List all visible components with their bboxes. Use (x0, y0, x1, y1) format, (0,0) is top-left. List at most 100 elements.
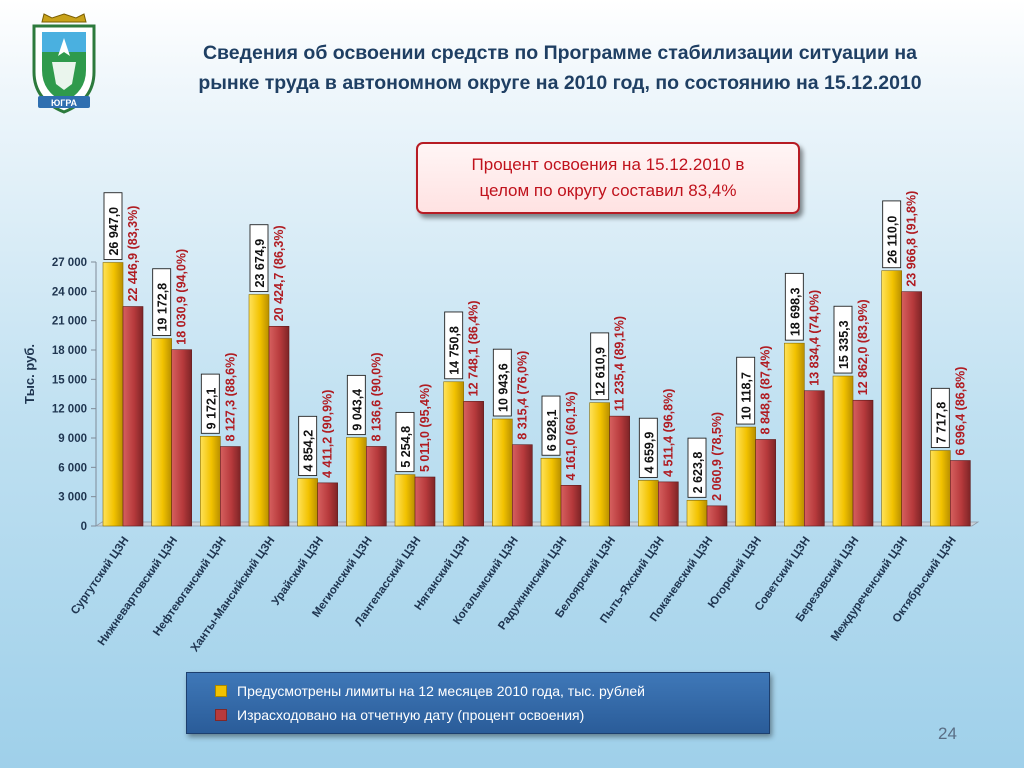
bar-spent (220, 446, 241, 527)
legend-swatch-planned (215, 685, 227, 697)
y-axis-label: Тыс. руб. (22, 344, 37, 404)
data-label-planned-text: 9 043,4 (350, 389, 364, 431)
bar-spent (706, 505, 728, 527)
data-label-planned: 26 110,0 (882, 200, 902, 269)
bar-planned (784, 342, 805, 527)
summary-callout-line-1: Процент освоения на 15.12.2010 в (471, 155, 745, 174)
category-label: Ханты-Мансийский ЦЗН (189, 535, 278, 654)
bar-planned (151, 338, 172, 527)
y-tick-label: 3 000 (58, 492, 87, 504)
data-label-box (200, 373, 220, 434)
legend-item-spent: Израсходовано на отчетную дату (процент … (215, 703, 769, 727)
data-label-box (103, 192, 123, 260)
bar-planned (102, 262, 124, 527)
bar-planned (248, 294, 270, 527)
data-label-spent: 8 315,4 (76,0%) (515, 351, 529, 440)
bar-spent (122, 306, 144, 527)
page-title-line-2: рынке труда в автономном округе на 2010 … (198, 72, 922, 94)
data-label-planned: 6 928,1 (541, 395, 561, 456)
summary-callout-line-2: целом по округу составил 83,4% (479, 181, 737, 200)
data-label-spent: 8 127,3 (88,6%) (223, 353, 237, 442)
data-label-planned-text: 6 928,1 (545, 410, 559, 452)
data-label-box (298, 415, 318, 476)
data-label-planned-text: 19 172,8 (156, 283, 170, 332)
data-label-planned: 14 750,8 (444, 311, 464, 380)
data-label-planned-text: 10 118,7 (740, 372, 754, 420)
y-tick-label: 12 000 (52, 404, 87, 416)
data-label-planned: 5 254,8 (395, 411, 415, 473)
data-label-box (833, 305, 853, 374)
bar-spent (560, 485, 582, 527)
data-label-planned: 4 854,2 (298, 415, 318, 476)
data-label-spent: 12 862,0 (83,9%) (856, 299, 870, 395)
y-tick-label: 27 000 (52, 257, 87, 269)
data-label-planned: 7 717,8 (930, 387, 950, 448)
data-label-planned-text: 14 750,8 (448, 326, 462, 375)
category-label: Урайский ЦЗН (270, 535, 326, 608)
category-label: Няганский ЦЗН (413, 535, 472, 613)
bar-spent (609, 415, 630, 527)
bar-planned (881, 270, 902, 527)
data-label-spent: 20 424,7 (86,3%) (272, 225, 286, 321)
y-tick-label: 9 000 (58, 433, 87, 445)
data-label-planned-text: 26 110,0 (886, 216, 900, 264)
bar-planned (832, 375, 854, 527)
data-label-planned-text: 10 943,6 (496, 363, 510, 412)
data-label-box (882, 200, 902, 269)
data-label-planned-text: 26 947,0 (107, 207, 121, 256)
bar-spent (268, 325, 290, 527)
data-label-box (249, 224, 269, 292)
bar-spent (755, 439, 776, 527)
data-label-box (590, 332, 610, 401)
bar-planned (297, 478, 318, 527)
data-label-box (784, 272, 804, 341)
y-tick-label: 15 000 (52, 374, 87, 386)
data-label-spent: 12 748,1 (86,4%) (467, 300, 481, 396)
data-label-planned: 18 698,3 (784, 272, 804, 341)
bar-planned (540, 457, 562, 527)
data-label-spent: 4 411,2 (90,9%) (321, 390, 335, 478)
data-label-box (346, 374, 366, 436)
bar-planned (200, 436, 221, 527)
bar-spent (852, 399, 874, 527)
bar-spent (950, 460, 971, 527)
data-label-spent: 22 446,9 (83,3%) (126, 206, 140, 302)
bar-spent (804, 390, 825, 527)
y-tick-label: 24 000 (52, 286, 87, 298)
data-label-spent: 4 511,4 (96,8%) (661, 389, 675, 477)
legend-item-planned: Предусмотрены лимиты на 12 месяцев 2010 … (215, 679, 769, 703)
bar-spent (414, 476, 436, 527)
y-tick-label: 6 000 (58, 462, 87, 474)
data-label-spent: 4 161,0 (60,1%) (564, 391, 578, 480)
data-label-planned: 9 172,1 (200, 373, 220, 434)
data-label-planned-text: 4 854,2 (302, 430, 316, 472)
bar-spent (366, 446, 387, 527)
data-label-spent: 6 696,4 (86,8%) (953, 367, 967, 456)
data-label-planned: 9 043,4 (346, 374, 366, 436)
data-label-box (930, 387, 950, 448)
data-label-planned: 2 623,8 (687, 437, 707, 498)
bar-spent (463, 401, 484, 527)
data-label-spent: 5 011,0 (95,4%) (418, 384, 432, 472)
chart-legend: Предусмотрены лимиты на 12 месяцев 2010 … (186, 672, 770, 734)
data-label-spent: 13 834,4 (74,0%) (807, 290, 821, 386)
legend-label-spent: Израсходовано на отчетную дату (процент … (237, 707, 585, 723)
data-label-box (736, 356, 756, 425)
data-label-planned: 12 610,9 (590, 332, 610, 401)
page-title: Сведения об освоении средств по Программ… (120, 38, 1000, 98)
bar-planned (638, 480, 659, 527)
data-label-planned-text: 4 659,9 (642, 432, 656, 474)
data-label-planned: 15 335,3 (833, 305, 853, 374)
data-label-planned: 10 118,7 (736, 356, 756, 425)
data-label-spent: 18 030,9 (94,0%) (175, 249, 189, 345)
legend-label-planned: Предусмотрены лимиты на 12 месяцев 2010 … (237, 683, 645, 699)
data-label-box (492, 348, 512, 417)
bar-planned (589, 402, 610, 527)
data-label-planned: 10 943,6 (492, 348, 512, 417)
legend-swatch-spent (215, 709, 227, 721)
data-label-spent: 2 060,9 (78,5%) (710, 412, 724, 501)
bar-spent (512, 444, 533, 527)
data-label-planned-text: 2 623,8 (691, 452, 705, 494)
data-label-planned-text: 15 335,3 (837, 320, 851, 369)
logo-ribbon-text: ЮГРА (51, 98, 78, 108)
